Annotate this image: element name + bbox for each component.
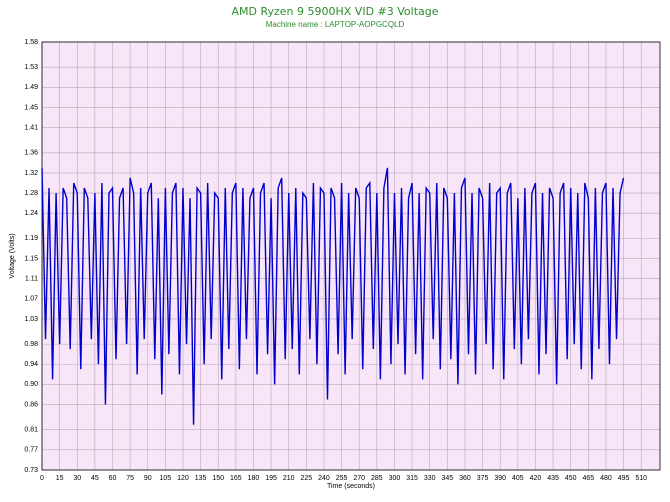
plot-background <box>42 42 660 470</box>
y-tick-label: 1.07 <box>24 296 38 303</box>
x-tick-label: 255 <box>336 475 348 482</box>
x-tick-label: 225 <box>301 475 313 482</box>
x-tick-label: 270 <box>353 475 365 482</box>
plot-frame <box>41 41 661 471</box>
x-tick-label: 360 <box>459 475 471 482</box>
x-tick-label: 195 <box>265 475 277 482</box>
x-tick-label: 510 <box>635 475 647 482</box>
y-tick-label: 1.28 <box>24 190 38 197</box>
y-tick-label: 1.45 <box>24 104 38 111</box>
x-tick-label: 345 <box>441 475 453 482</box>
x-tick-label: 435 <box>547 475 559 482</box>
x-tick-label: 90 <box>144 475 152 482</box>
y-tick-label: 0.73 <box>24 467 38 474</box>
y-tick-label: 0.90 <box>24 381 38 388</box>
y-axis-label: Voltage (Volts) <box>9 233 16 278</box>
y-tick-label: 1.11 <box>25 276 38 283</box>
y-tick-label: 1.36 <box>24 150 38 157</box>
chart-title: AMD Ryzen 9 5900HX VID #3 Voltage <box>231 5 438 18</box>
x-tick-label: 300 <box>389 475 401 482</box>
x-tick-label: 495 <box>618 475 630 482</box>
y-tick-label: 1.19 <box>24 235 38 242</box>
y-tick-label: 1.24 <box>24 210 38 217</box>
x-tick-label: 60 <box>109 475 117 482</box>
x-tick-label: 420 <box>530 475 542 482</box>
x-tick-label: 315 <box>406 475 418 482</box>
y-tick-label: 1.32 <box>24 170 38 177</box>
x-tick-label: 390 <box>494 475 506 482</box>
x-tick-label: 150 <box>212 475 224 482</box>
x-tick-label: 135 <box>195 475 207 482</box>
y-tick-label: 0.86 <box>24 401 38 408</box>
y-tick-label: 1.41 <box>24 124 38 131</box>
x-tick-label: 30 <box>73 475 81 482</box>
x-tick-label: 480 <box>600 475 612 482</box>
x-axis-label: Time (seconds) <box>327 483 375 490</box>
x-tick-label: 405 <box>512 475 524 482</box>
y-tick-label: 0.94 <box>24 361 38 368</box>
x-tick-label: 450 <box>565 475 577 482</box>
y-tick-label: 0.98 <box>24 341 38 348</box>
x-tick-label: 105 <box>160 475 172 482</box>
y-tick-label: 0.77 <box>24 447 38 454</box>
y-tick-label: 1.49 <box>24 84 38 91</box>
x-tick-label: 465 <box>582 475 594 482</box>
x-tick-label: 165 <box>230 475 242 482</box>
x-tick-label: 180 <box>248 475 260 482</box>
x-tick-label: 15 <box>56 475 64 482</box>
x-tick-label: 330 <box>424 475 436 482</box>
x-tick-label: 210 <box>283 475 295 482</box>
y-tick-label: 0.81 <box>24 427 38 434</box>
x-tick-label: 45 <box>91 475 99 482</box>
y-tick-label: 1.58 <box>24 39 38 46</box>
x-tick-label: 120 <box>177 475 189 482</box>
x-tick-label: 75 <box>126 475 134 482</box>
x-tick-label: 0 <box>40 475 44 482</box>
x-tick-label: 240 <box>318 475 330 482</box>
y-tick-label: 1.53 <box>24 64 38 71</box>
y-tick-label: 1.03 <box>24 316 38 323</box>
chart-subtitle: Machine name : LAPTOP-AOPGCQLD <box>266 20 405 29</box>
voltage-line <box>41 167 625 425</box>
x-tick-label: 375 <box>477 475 489 482</box>
x-tick-label: 285 <box>371 475 383 482</box>
y-tick-label: 1.15 <box>24 255 38 262</box>
